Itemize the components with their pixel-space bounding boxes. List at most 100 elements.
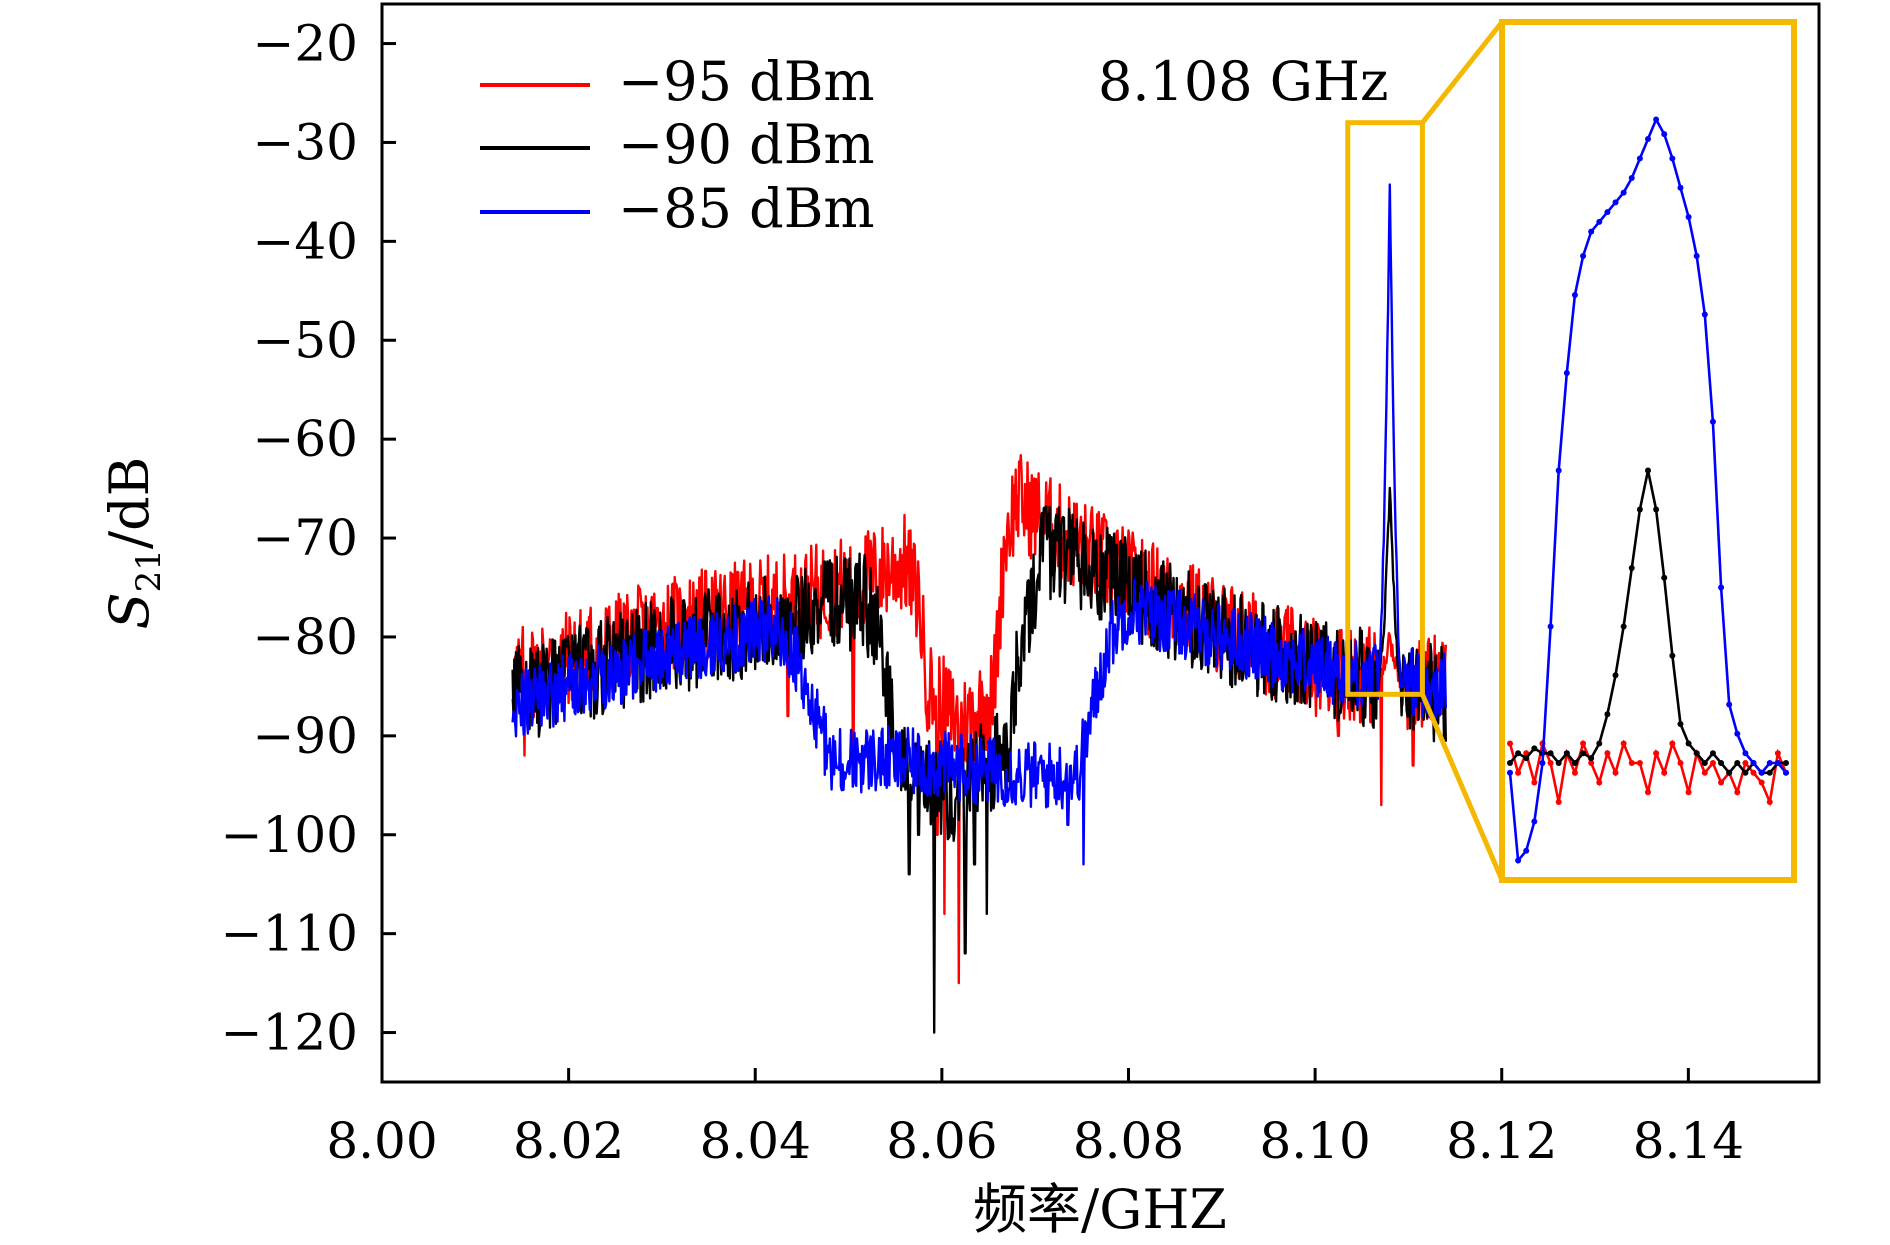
- inset-series-point: [1709, 418, 1716, 425]
- inset-series-point: [1774, 760, 1781, 766]
- inset-series-point: [1653, 506, 1660, 513]
- inset-series-point: [1701, 760, 1708, 766]
- inset-series-point: [1750, 769, 1757, 776]
- zoom-connector-bottom: [1420, 693, 1505, 881]
- inset-series-point: [1718, 760, 1725, 766]
- inset-series-point: [1539, 760, 1546, 766]
- x-axis: 8.00 8.02 8.04 8.06 8.08 8.10 8.12 8.14: [326, 1068, 1744, 1170]
- inset-series-point: [1693, 253, 1700, 259]
- inset-series-point: [1718, 779, 1725, 786]
- inset-connectors: [1345, 20, 1505, 881]
- inset-series-point: [1653, 116, 1660, 123]
- zoom-inset: [1499, 19, 1797, 883]
- inset-series-point: [1555, 799, 1562, 805]
- inset-series-point: [1628, 760, 1635, 766]
- x-tick-label: 8.08: [1073, 1112, 1184, 1170]
- y-axis-title-subscript: 21: [129, 549, 169, 592]
- inset-series-point: [1685, 214, 1692, 220]
- series-layer: [511, 183, 1447, 1034]
- inset-series-point: [1507, 769, 1513, 776]
- inset-series-point: [1604, 209, 1611, 216]
- inset-series-point: [1604, 711, 1611, 718]
- series-line: [511, 454, 1447, 985]
- inset-series-point: [1612, 672, 1619, 679]
- inset-series-point: [1766, 769, 1773, 776]
- inset-series-point: [1636, 155, 1643, 162]
- inset-series-point: [1515, 857, 1522, 864]
- inset-series-point: [1588, 228, 1595, 235]
- inset-series-point: [1588, 760, 1595, 766]
- inset-series-point: [1620, 189, 1627, 196]
- inset-series-point: [1547, 623, 1554, 630]
- inset-series-point: [1620, 623, 1627, 630]
- inset-series-point: [1661, 574, 1668, 581]
- legend-label-90dbm: −90 dBm: [618, 113, 875, 176]
- x-tick-label: 8.12: [1446, 1112, 1557, 1170]
- inset-series-point: [1677, 721, 1684, 727]
- y-tick-label: −110: [221, 905, 358, 963]
- inset-series-point: [1612, 199, 1619, 206]
- inset-series-point: [1580, 740, 1587, 747]
- zoom-inset-plot: [1507, 116, 1789, 864]
- inset-series-point: [1563, 370, 1570, 376]
- inset-series-point: [1645, 467, 1651, 474]
- inset-series-point: [1523, 847, 1530, 854]
- inset-series-point: [1685, 740, 1692, 747]
- inset-series-point: [1661, 769, 1668, 776]
- x-tick-label: 8.14: [1633, 1112, 1744, 1170]
- series-line: [511, 183, 1447, 866]
- zoom-region-box: [1345, 120, 1425, 697]
- inset-series-point: [1523, 755, 1530, 762]
- inset-series-point: [1645, 789, 1651, 796]
- zoom-inset-frame: [1499, 19, 1797, 883]
- inset-series-point: [1531, 779, 1538, 786]
- inset-series-point: [1709, 750, 1716, 757]
- zoom-connector-top: [1420, 20, 1504, 125]
- inset-series-point: [1645, 136, 1651, 142]
- inset-series-point: [1596, 779, 1603, 786]
- legend-label-95dbm: −95 dBm: [618, 50, 875, 113]
- y-tick-label: −40: [252, 212, 358, 270]
- inset-series-point: [1758, 779, 1765, 786]
- y-tick-label: −90: [252, 707, 358, 765]
- y-tick-label: −120: [221, 1004, 358, 1062]
- y-tick-label: −20: [252, 15, 358, 73]
- y-tick-label: −70: [252, 509, 358, 567]
- inset-series-point: [1701, 769, 1708, 776]
- inset-series-point: [1726, 769, 1733, 776]
- legend-label-85dbm: −85 dBm: [618, 177, 875, 240]
- inset-series-point: [1718, 584, 1725, 591]
- inset-series-point: [1726, 701, 1733, 708]
- inset-series-point: [1734, 789, 1741, 796]
- inset-series-point: [1596, 740, 1603, 747]
- inset-series-point: [1571, 769, 1578, 776]
- inset-series-point: [1774, 750, 1781, 757]
- plot-content: [511, 19, 1797, 1034]
- inset-series-point: [1742, 750, 1749, 757]
- peak-frequency-annotation: 8.108 GHz: [1098, 50, 1388, 113]
- inset-series-point: [1669, 155, 1676, 162]
- x-tick-label: 8.10: [1259, 1112, 1370, 1170]
- inset-series-point: [1742, 769, 1749, 776]
- inset-series-point: [1555, 467, 1562, 474]
- inset-series-point: [1669, 740, 1676, 747]
- inset-series-point: [1515, 769, 1522, 776]
- inset-series-point: [1734, 760, 1741, 766]
- y-axis: −20 −30 −40 −50 −60 −70 −80 −90 −100 −110 −120: [221, 15, 396, 1062]
- inset-series-point: [1571, 760, 1578, 766]
- inset-series-point: [1766, 799, 1773, 805]
- inset-series-point: [1628, 175, 1635, 181]
- y-axis-title-symbol: S: [98, 592, 161, 629]
- inset-series-point: [1685, 789, 1692, 796]
- inset-series-point: [1758, 769, 1765, 776]
- inset-series-point: [1677, 760, 1684, 766]
- inset-series-point: [1783, 769, 1789, 776]
- y-axis-title: S21/dB: [98, 457, 169, 630]
- y-tick-label: −60: [252, 410, 358, 468]
- inset-series-point: [1531, 818, 1538, 825]
- y-tick-label: −100: [221, 806, 358, 864]
- x-tick-label: 8.00: [326, 1112, 437, 1170]
- inset-series-point: [1669, 652, 1676, 659]
- inset-series-point: [1507, 760, 1513, 766]
